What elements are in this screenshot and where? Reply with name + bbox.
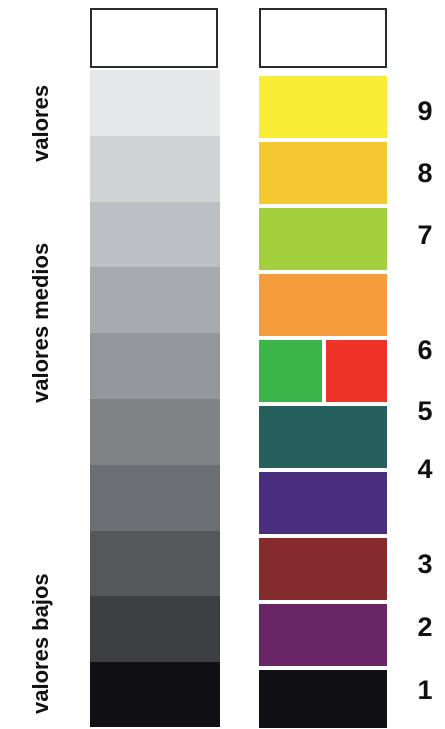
number-2: 2 xyxy=(417,612,433,642)
gray-swatch-6 xyxy=(90,399,220,465)
gray-swatch-3 xyxy=(90,201,220,268)
swatch-yellow xyxy=(259,76,387,138)
number-4: 4 xyxy=(417,454,433,484)
gray-swatch-8 xyxy=(90,530,220,597)
swatch-red xyxy=(326,340,387,402)
gray-white-box xyxy=(90,8,218,68)
swatch-red-violet xyxy=(259,538,387,600)
gray-swatch-7 xyxy=(90,464,220,531)
number-6: 6 xyxy=(417,335,433,365)
swatch-blue-green xyxy=(259,406,387,468)
label-valores-medios: valores medios xyxy=(28,242,53,403)
gray-swatch-1 xyxy=(90,70,220,136)
swatch-black xyxy=(259,670,387,728)
label-valores: valores xyxy=(28,84,53,162)
number-1: 1 xyxy=(417,675,433,705)
gray-swatch-2 xyxy=(90,135,220,202)
swatch-violet xyxy=(259,604,387,666)
number-7: 7 xyxy=(417,220,433,250)
gray-swatch-10 xyxy=(90,662,220,727)
gray-swatch-5 xyxy=(90,333,220,399)
swatch-yellow-orange xyxy=(259,142,387,204)
gray-swatch-9 xyxy=(90,596,220,663)
gray-swatch-4 xyxy=(90,267,220,334)
swatch-orange xyxy=(259,274,387,336)
number-3: 3 xyxy=(417,549,433,579)
swatch-green xyxy=(259,340,322,402)
number-9: 9 xyxy=(417,96,433,126)
number-8: 8 xyxy=(417,158,433,188)
number-5: 5 xyxy=(417,396,433,426)
color-white-box xyxy=(259,8,387,68)
label-valores-bajos: valores bajos xyxy=(28,573,53,714)
swatch-blue-violet xyxy=(259,472,387,534)
swatch-yellow-green xyxy=(259,208,387,270)
